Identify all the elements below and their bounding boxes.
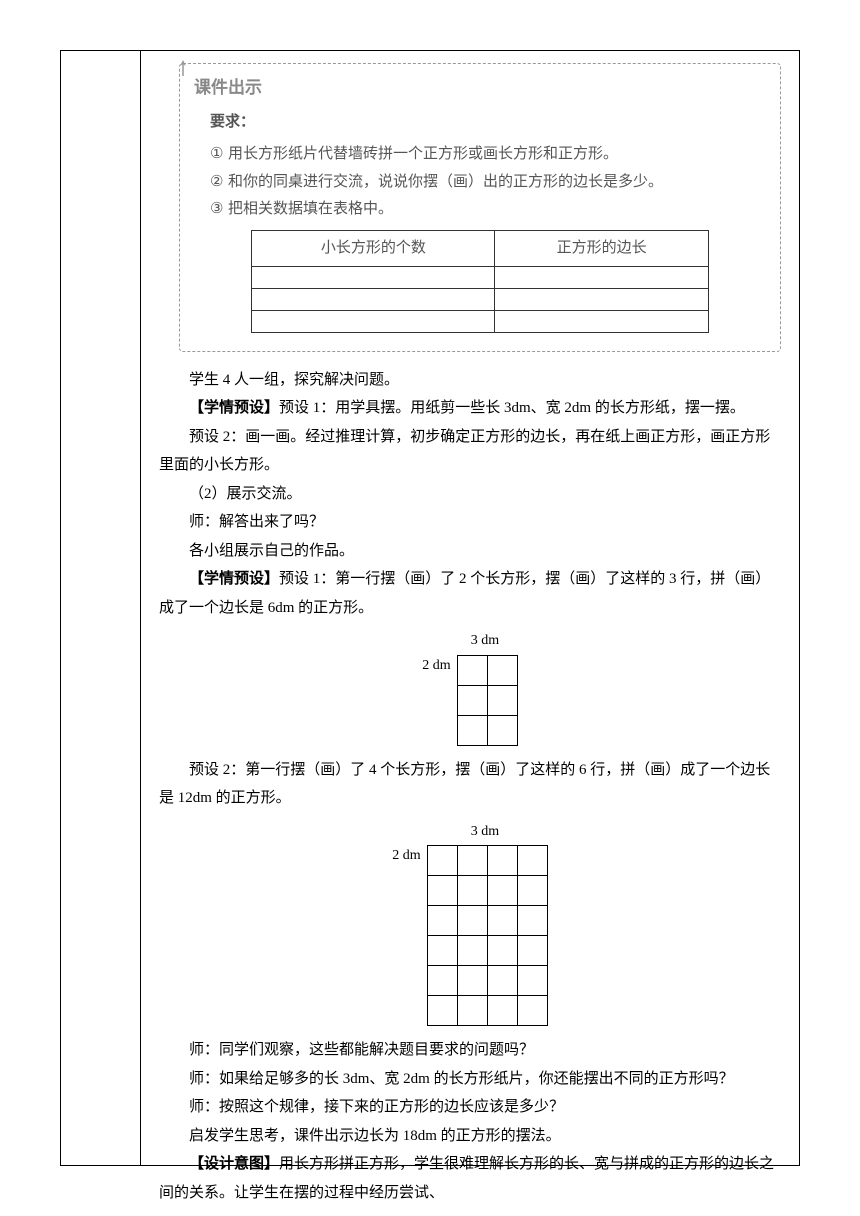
callout-subtitle: 要求：	[210, 108, 766, 137]
item1-text: 用长方形纸片代替墙砖拼一个正方形或画长方形和正方形。	[228, 146, 618, 162]
grid-top-label: 3 dm	[189, 819, 781, 846]
para: （2）展示交流。	[159, 480, 781, 509]
para: 师：解答出来了吗？	[159, 508, 781, 537]
para: 各小组展示自己的作品。	[159, 537, 781, 566]
callout-item-1: ①用长方形纸片代替墙砖拼一个正方形或画长方形和正方形。	[210, 141, 766, 169]
para: 预设 2：画一画。经过推理计算，初步确定正方形的边长，再在纸上画正方形，画正方形…	[159, 423, 781, 480]
grid-table-4x6	[427, 845, 548, 1026]
grid-6dm: 3 dm 2 dm	[159, 628, 781, 746]
callout-item-2: ②和你的同桌进行交流，说说你摆（画）出的正方形的边长是多少。	[210, 169, 766, 197]
body-text: 学生 4 人一组，探究解决问题。 【学情预设】预设 1：用学具摆。用纸剪一些长 …	[159, 366, 781, 1208]
item2-text: 和你的同桌进行交流，说说你摆（画）出的正方形的边长是多少。	[228, 174, 663, 190]
grid-table-2x3	[457, 655, 518, 746]
bracket-label: 【学情预设】	[189, 400, 279, 416]
pin-icon	[174, 58, 192, 80]
table-row	[252, 310, 709, 332]
table-header-1: 小长方形的个数	[252, 231, 495, 267]
callout-box: 课件出示 要求： ①用长方形纸片代替墙砖拼一个正方形或画长方形和正方形。 ②和你…	[179, 63, 781, 352]
para: 【设计意图】用长方形拼正方形，学生很难理解长方形的长、宽与拼成的正方形的边长之间…	[159, 1150, 781, 1207]
bracket-label: 【学情预设】	[189, 571, 279, 587]
grid-left-label: 2 dm	[392, 843, 420, 870]
grid-top-label: 3 dm	[189, 628, 781, 655]
table-header-2: 正方形的边长	[495, 231, 708, 267]
grid-12dm: 3 dm 2 dm	[159, 819, 781, 1027]
bracket-label: 【设计意图】	[189, 1156, 279, 1172]
circled-2: ②	[210, 169, 228, 197]
callout-item-3: ③把相关数据填在表格中。	[210, 196, 766, 224]
para: 【学情预设】预设 1：第一行摆（画）了 2 个长方形，摆（画）了这样的 3 行，…	[159, 565, 781, 622]
table-row	[252, 288, 709, 310]
circled-1: ①	[210, 141, 228, 169]
circled-3: ③	[210, 196, 228, 224]
para: 师：同学们观察，这些都能解决题目要求的问题吗？	[159, 1036, 781, 1065]
page-frame: 课件出示 要求： ①用长方形纸片代替墙砖拼一个正方形或画长方形和正方形。 ②和你…	[60, 50, 800, 1166]
grid-left-label: 2 dm	[422, 653, 450, 680]
para: 学生 4 人一组，探究解决问题。	[159, 366, 781, 395]
para: 师：按照这个规律，接下来的正方形的边长应该是多少？	[159, 1093, 781, 1122]
blank-table: 小长方形的个数 正方形的边长	[251, 230, 709, 333]
para: 预设 2：第一行摆（画）了 4 个长方形，摆（画）了这样的 6 行，拼（画）成了…	[159, 756, 781, 813]
para: 【学情预设】预设 1：用学具摆。用纸剪一些长 3dm、宽 2dm 的长方形纸，摆…	[159, 394, 781, 423]
para: 师：如果给足够多的长 3dm、宽 2dm 的长方形纸片，你还能摆出不同的正方形吗…	[159, 1065, 781, 1094]
left-margin-column	[61, 51, 141, 1165]
para: 启发学生思考，课件出示边长为 18dm 的正方形的摆法。	[159, 1122, 781, 1151]
table-row	[252, 266, 709, 288]
content-column: 课件出示 要求： ①用长方形纸片代替墙砖拼一个正方形或画长方形和正方形。 ②和你…	[141, 51, 799, 1165]
para-text: 预设 1：用学具摆。用纸剪一些长 3dm、宽 2dm 的长方形纸，摆一摆。	[279, 400, 745, 416]
callout-title: 课件出示	[194, 72, 766, 104]
item3-text: 把相关数据填在表格中。	[228, 201, 393, 217]
